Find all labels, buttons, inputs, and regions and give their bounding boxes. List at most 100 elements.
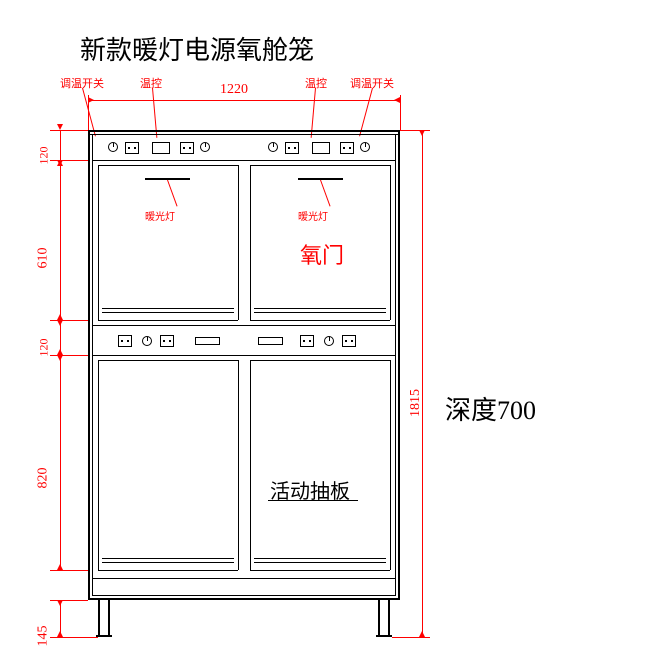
knob-1 [108,142,118,152]
lower-door-r-inner2 [254,562,386,563]
lower-door-l-right [238,360,239,570]
lower-door-r-left [250,360,251,570]
cabinet-left2 [92,134,93,596]
label-lamp-l: 暧光灯 [145,208,175,223]
dim-145-au [57,631,63,637]
mid-outlet-1 [118,335,132,347]
upper-door-l-top [98,165,238,166]
diagram-title: 新款暖灯电源氧舱笼 [80,30,314,67]
knob-2 [200,142,210,152]
dim-1815-ad [419,130,425,136]
dim-610-line [60,160,61,320]
display-2 [312,142,330,154]
mid-knob-1 [142,336,152,346]
dim-820-ad [57,355,63,361]
dim-1815: 1815 [408,389,424,417]
cabinet-bottom2 [92,595,396,596]
knob-4 [360,142,370,152]
dim-l-ext4 [50,355,88,356]
dim-820-au [57,564,63,570]
dim-l-ext5 [50,570,88,571]
mid-outlet-3 [300,335,314,347]
dim-l-ext7 [50,637,98,638]
outlet-3 [285,142,299,154]
display-1 [152,142,170,154]
dim-120b-ad [57,320,63,326]
top-panel-sep [92,160,396,161]
depth-label: 深度700 [445,390,536,427]
upper-door-l-left [98,165,99,320]
drawer-underline [268,500,358,501]
lower-door-r-top [250,360,390,361]
lower-door-l-bot [98,570,238,571]
outlet-1 [125,142,139,154]
lower-door-l-left [98,360,99,570]
dim-820-line [60,355,61,570]
dim-top-ext-r [400,95,401,130]
lower-door-r-bot [250,570,390,571]
base-line [92,578,396,579]
dim-610: 610 [36,248,52,269]
dim-l-ext3 [50,320,88,321]
lower-door-l-inner [102,558,234,559]
cabinet-right2 [395,134,396,596]
label-oxygen: 氧门 [300,238,344,270]
leg-r-left [378,600,380,635]
leg-l-bot [96,635,112,637]
cabinet-top [88,130,400,132]
lower-door-l-inner2 [102,562,234,563]
dim-145-ad [57,600,63,606]
knob-3 [268,142,278,152]
upper-door-l-right [238,165,239,320]
cabinet-top2 [88,134,400,135]
dim-width: 1220 [220,82,248,98]
dim-r-ext1 [400,130,430,131]
dim-120a: 120 [37,147,52,165]
leg-r-right [388,600,390,635]
dim-610-ad [57,160,63,166]
upper-door-l-inner [102,308,234,309]
leg-l-right [108,600,110,635]
outlet-4 [340,142,354,154]
dim-120a-line [60,130,61,160]
mid-panel-bot [92,355,396,356]
label-lamp-r: 暧光灯 [298,208,328,223]
mid-rect-1 [195,337,220,345]
upper-door-r-left [250,165,251,320]
lower-door-l-top [98,360,238,361]
dim-l-ext1 [50,130,88,131]
upper-door-l-inner2 [102,312,234,313]
dim-top-line [88,100,400,101]
upper-door-r-top [250,165,390,166]
label-top-mid-right: 温控 [305,75,327,91]
upper-door-l-bot [98,320,238,321]
dim-l-ext2 [50,160,88,161]
mid-knob-2 [324,336,334,346]
upper-door-r-right [390,165,391,320]
dim-120a-ad [57,124,63,130]
dim-145: 145 [36,626,52,647]
outlet-2 [180,142,194,154]
leader-lamp-l [167,180,178,207]
upper-door-r-bot [250,320,390,321]
dim-1815-au [419,631,425,637]
dim-l-ext6 [50,600,88,601]
upper-door-r-inner2 [254,312,386,313]
leg-r-bot [376,635,392,637]
leader-lamp-r [320,180,331,207]
label-top-mid-left: 温控 [140,75,162,91]
leg-l-left [98,600,100,635]
upper-door-r-inner [254,308,386,309]
lower-door-r-right [390,360,391,570]
mid-outlet-4 [342,335,356,347]
mid-panel-top [92,325,396,326]
dim-1815-line [422,130,423,637]
cabinet-right [398,130,400,600]
dim-r-ext2 [392,637,430,638]
dim-120b: 120 [37,339,52,357]
cabinet-left [88,130,90,600]
lower-door-r-inner [254,558,386,559]
dim-820: 820 [36,468,52,489]
mid-rect-2 [258,337,283,345]
mid-outlet-2 [160,335,174,347]
